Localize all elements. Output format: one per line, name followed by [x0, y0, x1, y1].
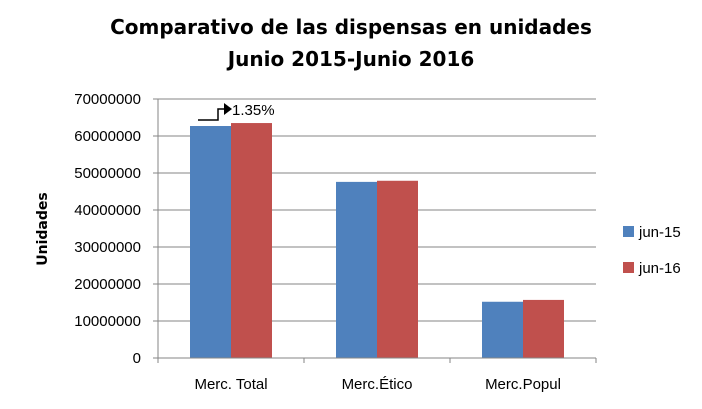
y-tick-label: 10000000: [74, 313, 141, 330]
x-axis-categories: Merc. Total Merc.Ético Merc.Popul: [194, 376, 560, 393]
y-tick-label: 30000000: [74, 239, 141, 256]
legend-swatch-jun-16: [623, 262, 634, 273]
bar-jun-16: [377, 180, 418, 358]
annotation-label: 1.35%: [232, 102, 275, 119]
y-axis-title: Unidades: [35, 192, 51, 265]
y-tick-label: 70000000: [74, 91, 141, 108]
annotation-arrowhead: [224, 103, 232, 116]
legend-swatch-jun-15: [623, 226, 634, 237]
chart-title-line-2: Junio 2015-Junio 2016: [226, 47, 475, 71]
bar-jun-16: [231, 123, 272, 358]
y-tick-label: 0: [133, 350, 141, 367]
y-tick-label: 60000000: [74, 128, 141, 145]
y-axis-ticks: 0 10000000 20000000 30000000 40000000 5000000…: [74, 91, 141, 367]
bar-jun-15: [190, 126, 231, 358]
bars: [190, 123, 564, 358]
bar-jun-15: [482, 301, 523, 358]
legend-label: jun-16: [638, 260, 681, 277]
chart-title-line-1: Comparativo de las dispensas en unidades: [110, 15, 592, 39]
legend-label: jun-15: [638, 224, 681, 241]
legend: jun-15 jun-16: [623, 224, 681, 277]
x-category-label: Merc.Popul: [485, 376, 561, 393]
bar-jun-15: [336, 181, 377, 358]
x-category-label: Merc. Total: [194, 376, 267, 393]
bar-jun-16: [523, 299, 564, 358]
percent-change-annotation: 1.35%: [198, 102, 275, 121]
y-tick-label: 20000000: [74, 276, 141, 293]
annotation-connector: [198, 108, 224, 121]
y-tick-label: 40000000: [74, 202, 141, 219]
y-tick-label: 50000000: [74, 165, 141, 182]
x-category-label: Merc.Ético: [342, 376, 413, 393]
axes: [153, 98, 597, 363]
